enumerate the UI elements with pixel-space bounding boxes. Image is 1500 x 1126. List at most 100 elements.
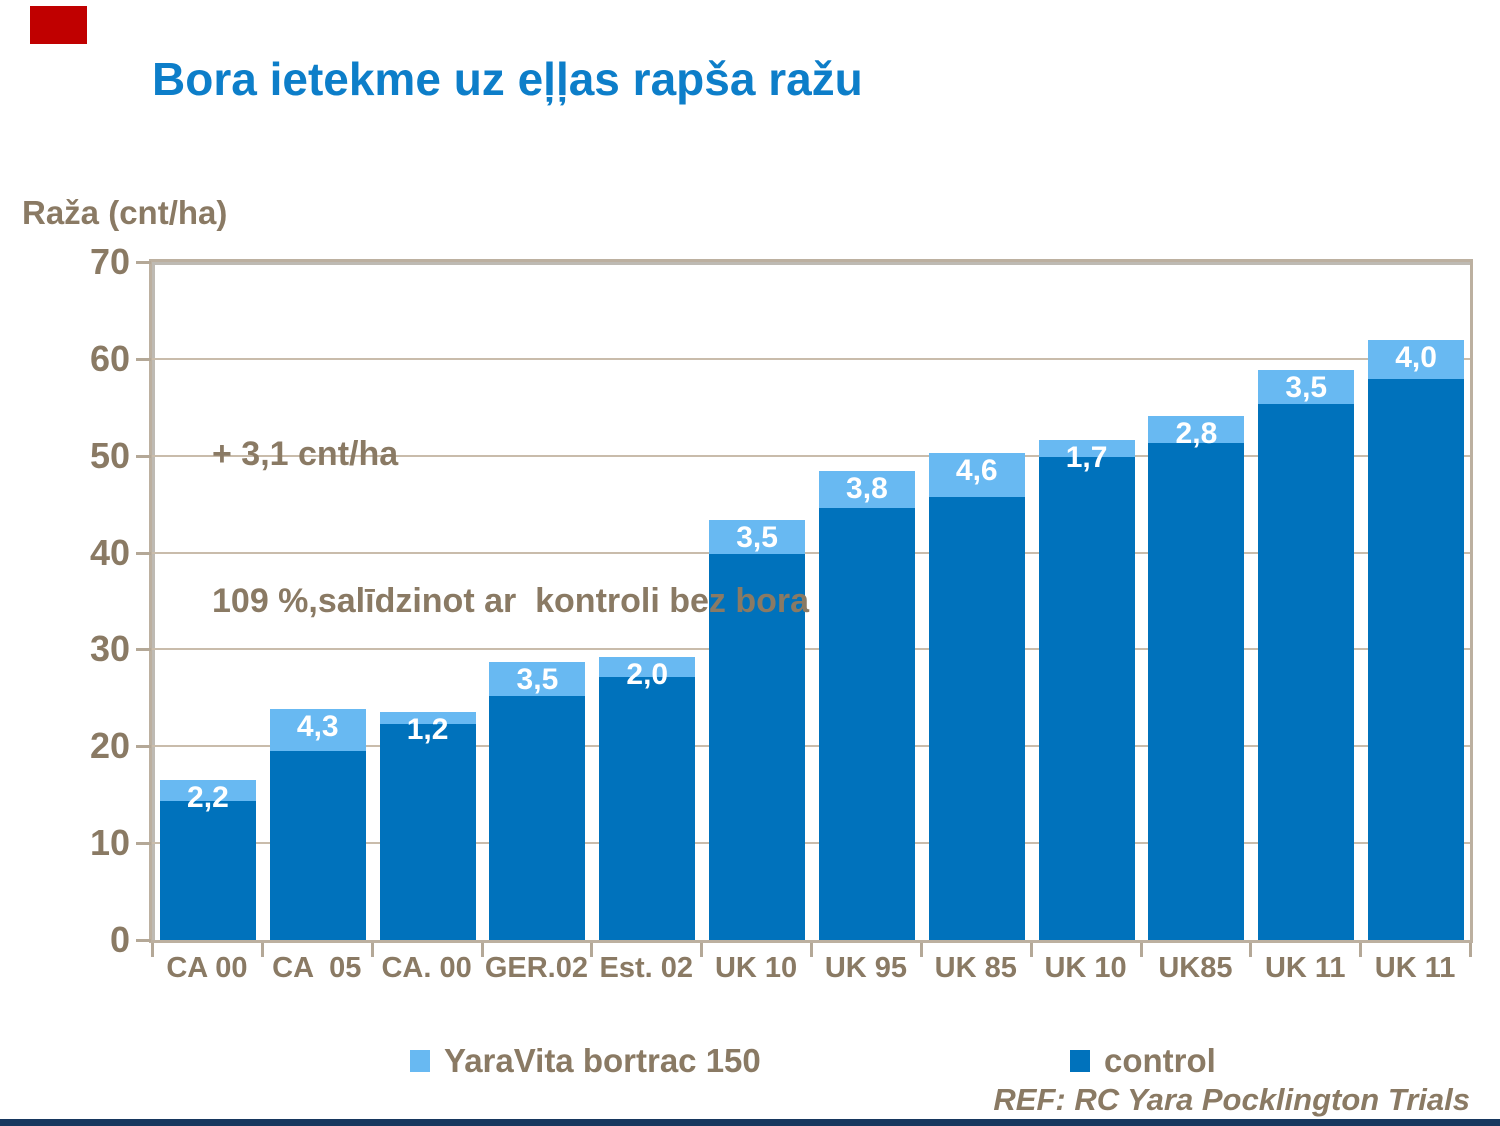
bar-ca-05-1: 4,3: [269, 709, 366, 940]
control-segment: [1148, 443, 1245, 940]
yaravita-segment: [1368, 340, 1465, 380]
y-tick-label-70: 70: [89, 241, 130, 282]
bar-uk-11-11: 4,0: [1368, 340, 1465, 940]
yaravita-segment: [1258, 370, 1355, 405]
yaravita-value-label: 1,7: [1065, 441, 1108, 475]
bottom-accent-strip: [0, 1119, 1500, 1126]
yaravita-value-label: 4,0: [1395, 341, 1437, 375]
x-tick-mark-3: [480, 943, 484, 957]
x-category-label: UK 11: [1374, 952, 1456, 984]
y-tick-mark-70: [136, 261, 151, 264]
y-tick-mark-50: [136, 454, 151, 458]
control-segment: [928, 497, 1025, 940]
y-axis-title: Raža (cnt/ha): [22, 194, 228, 231]
y-tick-mark-40: [136, 551, 151, 555]
legend-swatch-control: [1070, 1050, 1090, 1072]
gridline-60: [152, 357, 1470, 360]
annotation-line-1: + 3,1 cnt/ha: [212, 435, 399, 473]
yaravita-segment: [599, 657, 696, 677]
control-segment: [159, 801, 256, 940]
legend-label-control: control: [1104, 1042, 1216, 1079]
y-tick-mark-30: [136, 648, 151, 652]
x-category-label: UK 10: [1044, 952, 1127, 984]
reference-text: REF: RC Yara Pocklington Trials: [993, 1082, 1470, 1117]
yaravita-value-label: 3,5: [1285, 371, 1328, 405]
x-tick-mark-8: [1029, 943, 1033, 957]
gridline-20: [152, 745, 1470, 748]
yaravita-value-label: 3,8: [846, 472, 888, 506]
x-tick-mark-5: [700, 943, 704, 957]
x-tick-mark-11: [1359, 943, 1363, 957]
control-segment: [818, 508, 915, 940]
yaravita-segment: [489, 662, 586, 696]
x-tick-mark-2: [370, 943, 374, 957]
control-segment: [1258, 404, 1355, 940]
y-tick-mark-20: [136, 745, 151, 749]
yaravita-segment: [928, 452, 1025, 498]
x-tick-mark-12: [1469, 943, 1472, 957]
yaravita-segment: [269, 709, 366, 752]
gridline-30: [152, 648, 1470, 651]
annotation-text: + 3,1 cnt/ha 109 %,salīdzinot ar kontrol…: [212, 332, 809, 724]
x-category-label: CA. 00: [381, 952, 472, 984]
yaravita-value-label: 4,3: [296, 710, 339, 744]
bar-ca.-00-2: 1,2: [379, 712, 476, 940]
bar-ca-00-0: 2,2: [159, 780, 256, 940]
y-tick-mark-10: [136, 842, 151, 846]
page-title: Bora ietekme uz eļļas rapša ražu: [152, 53, 863, 105]
bar-ger.02-3: 3,5: [489, 662, 586, 940]
plot-area: 2,2 4,3 1,2 3,5 2,0 3,5 3,8 4,6 1,7 2,8 3,5 4,0: [152, 262, 1470, 940]
x-tick-mark-1: [260, 943, 264, 957]
yaravita-segment: [379, 712, 476, 724]
x-category-label: UK 10: [714, 952, 798, 984]
legend-item-control: control: [1070, 1042, 1216, 1080]
yaravita-segment: [1038, 440, 1135, 457]
bar-uk-95-6: 3,8: [818, 471, 915, 940]
legend-swatch-yaravita: [410, 1050, 430, 1072]
control-segment: [1368, 379, 1465, 940]
y-tick-label-40: 40: [89, 531, 130, 573]
x-tick-mark-9: [1139, 943, 1143, 957]
x-tick-mark-10: [1249, 943, 1253, 957]
y-tick-label-20: 20: [89, 725, 130, 767]
y-tick-label-30: 30: [89, 628, 130, 670]
x-category-label: CA 05: [272, 952, 362, 984]
control-segment: [489, 695, 586, 940]
annotation-line-2: 109 %,salīdzinot ar kontroli bez bora: [212, 582, 810, 620]
x-tick-mark-4: [590, 943, 594, 957]
yaravita-value-label: 2,8: [1175, 417, 1218, 451]
y-tick-mark-60: [136, 357, 151, 361]
control-segment: [599, 676, 696, 940]
bar-est.-02-4: 2,0: [599, 657, 696, 940]
gridline-50: [152, 454, 1470, 457]
bar-uk-11-10: 3,5: [1258, 370, 1355, 940]
yaravita-value-label: 3,5: [736, 520, 778, 554]
x-tick-mark-0: [151, 943, 154, 957]
x-category-label: GER.02: [484, 952, 588, 984]
yaravita-value-label: 3,5: [516, 663, 559, 697]
yaravita-segment: [1148, 416, 1245, 444]
y-tick-label-60: 60: [89, 337, 130, 379]
x-category-label: UK 11: [1264, 952, 1346, 984]
x-category-label: Est. 02: [599, 952, 693, 984]
yaravita-segment: [159, 780, 256, 802]
bar-uk-10-5: 3,5: [709, 519, 806, 940]
yaravita-segment: [818, 471, 915, 509]
yaravita-value-label: 2,2: [187, 781, 229, 815]
y-tick-label-50: 50: [89, 434, 130, 476]
control-segment: [1038, 456, 1135, 940]
y-tick-label-10: 10: [89, 822, 130, 864]
yaravita-segment: [709, 519, 806, 554]
control-segment: [709, 553, 806, 940]
legend-label-yaravita: YaraVita bortrac 150: [444, 1042, 761, 1079]
x-category-label: UK 85: [934, 952, 1017, 984]
x-tick-mark-6: [810, 943, 813, 957]
yaravita-value-label: 4,6: [955, 453, 998, 487]
yaravita-value-label: 2,0: [626, 658, 669, 692]
x-tick-mark-7: [919, 943, 923, 957]
x-category-label: UK 95: [824, 952, 908, 984]
legend-item-yaravita: YaraVita bortrac 150: [410, 1042, 761, 1080]
control-segment: [379, 724, 476, 940]
x-category-label: CA 00: [166, 952, 248, 984]
